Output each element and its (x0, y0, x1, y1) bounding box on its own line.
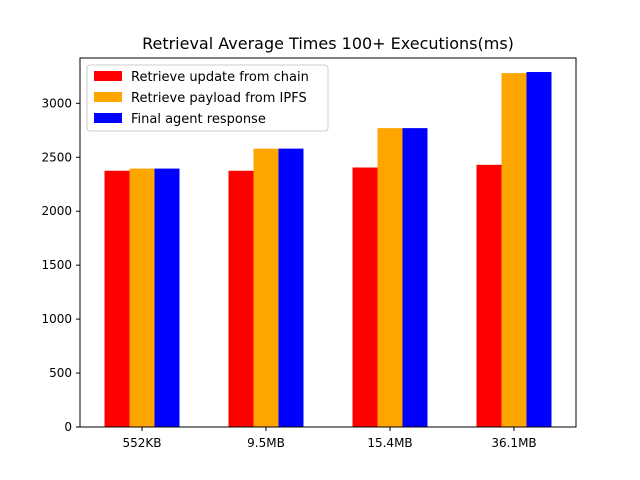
bar-final-agent-response-15-4mb (402, 128, 428, 427)
legend-swatch (94, 113, 122, 123)
legend: Retrieve update from chain Retrieve paylo… (86, 64, 329, 132)
y-tick-label: 2500 (41, 150, 72, 164)
y-tick-label: 1000 (41, 312, 72, 326)
x-axis: 552KB 9.5MB 15.4MB 36.1MB (122, 427, 537, 450)
bar-final-agent-response-9-5mb (278, 148, 304, 427)
y-tick-label: 0 (64, 420, 72, 434)
legend-label: Final agent response (131, 112, 266, 127)
bar-final-agent-response-552kb (154, 168, 180, 427)
x-tick-label: 36.1MB (491, 436, 536, 450)
y-tick-label: 2000 (41, 204, 72, 218)
legend-box (86, 64, 329, 132)
legend-swatch (94, 92, 122, 102)
x-tick-label: 15.4MB (367, 436, 412, 450)
plot-frame (79, 57, 577, 428)
bar-retrieve-payload-from-ipfs-552kb (129, 168, 155, 427)
legend-label: Retrieve payload from IPFS (131, 91, 307, 106)
legend-label: Retrieve update from chain (131, 70, 309, 85)
bar-retrieve-payload-from-ipfs-15-4mb (377, 128, 403, 427)
bar-retrieve-payload-from-ipfs-9-5mb (253, 148, 279, 427)
y-tick-label: 3000 (41, 96, 72, 110)
x-tick-label: 9.5MB (247, 436, 285, 450)
x-tick-label: 552KB (122, 436, 161, 450)
bar-retrieve-update-from-chain-9-5mb (228, 170, 254, 427)
y-tick-label: 500 (49, 366, 72, 380)
bar-retrieve-update-from-chain-15-4mb (352, 167, 378, 427)
y-tick-label: 1500 (41, 258, 72, 272)
legend-swatch (94, 71, 122, 81)
bars-layer (104, 72, 552, 428)
bar-final-agent-response-36-1mb (526, 72, 552, 428)
bar-retrieve-payload-from-ipfs-36-1mb (501, 73, 527, 428)
chart-title: Retrieval Average Times 100+ Executions(… (142, 34, 514, 53)
bar-retrieve-update-from-chain-552kb (104, 170, 130, 427)
y-axis: 0 500 1000 1500 2000 2500 3000 (41, 96, 80, 434)
bar-retrieve-update-from-chain-36-1mb (476, 164, 502, 427)
